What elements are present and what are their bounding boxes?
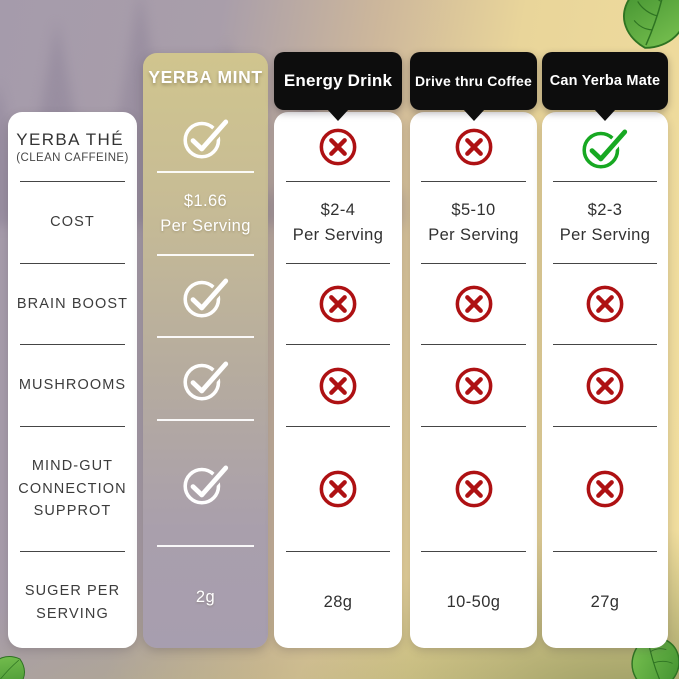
cross-icon xyxy=(579,465,631,513)
column-header-drive-thru-coffee: Drive thru Coffee xyxy=(410,52,537,110)
row-label-cost: COST xyxy=(50,214,95,231)
cross-icon xyxy=(579,280,631,328)
cell-energy-drink-sugar: 28g xyxy=(323,593,353,612)
cell-coffee-brain-boost xyxy=(410,264,537,344)
row-divider xyxy=(553,551,657,552)
cross-icon xyxy=(579,362,631,410)
row-divider xyxy=(19,551,126,552)
cell-energy-drink-mushrooms xyxy=(274,345,402,426)
cell-mate-sugar: 27g xyxy=(590,593,620,612)
column-header-energy-drink: Energy Drink xyxy=(274,52,402,110)
row-labels-column: YERBA THÉ (CLEAN CAFFEINE) COST BRAIN BO… xyxy=(8,112,137,648)
cell-mate-cost: $2-3 Per Serving xyxy=(559,200,651,244)
check-icon xyxy=(180,355,232,403)
column-header-label: Drive thru Coffee xyxy=(415,73,532,89)
cell-yerba-mint-sugar: 2g xyxy=(195,588,216,607)
row-divider xyxy=(156,171,255,173)
cell-energy-drink-cost: $2-4 Per Serving xyxy=(292,200,384,244)
row-divider xyxy=(285,551,391,552)
row-divider xyxy=(156,419,255,421)
cell-mate-brain-boost xyxy=(542,264,668,344)
check-icon xyxy=(180,113,232,161)
row-divider xyxy=(421,426,526,427)
row-label-yerba-the: YERBA THÉ xyxy=(16,129,124,149)
check-icon xyxy=(579,123,631,171)
row-divider xyxy=(285,344,391,345)
cell-yerba-mint-cost: $1.66 Per Serving xyxy=(160,191,251,235)
column-yerba-mint: YERBA MINT $1.66 Per Serving 2g xyxy=(143,53,268,648)
row-divider xyxy=(156,336,255,338)
cell-coffee-cost: $5-10 Per Serving xyxy=(428,200,519,244)
row-divider xyxy=(553,344,657,345)
cell-mate-mushrooms xyxy=(542,345,668,426)
cross-icon xyxy=(312,280,364,328)
column-header-can-yerba-mate: Can Yerba Mate xyxy=(542,52,668,110)
cell-coffee-mushrooms xyxy=(410,345,537,426)
cell-yerba-mint-mind-gut xyxy=(143,421,268,545)
mint-leaf-icon xyxy=(623,0,679,49)
row-divider xyxy=(421,263,526,264)
cell-energy-drink-mind-gut xyxy=(274,427,402,551)
cross-icon xyxy=(448,123,500,171)
row-divider xyxy=(156,545,255,547)
row-divider xyxy=(19,181,126,182)
row-label-product: YERBA THÉ (CLEAN CAFFEINE) xyxy=(8,112,137,181)
row-divider xyxy=(156,254,255,256)
yerba-mint-header: YERBA MINT xyxy=(143,53,268,102)
row-divider xyxy=(19,344,126,345)
column-can-yerba-mate: $2-3 Per Serving 27g xyxy=(542,112,668,648)
column-header-label: Can Yerba Mate xyxy=(549,73,661,89)
cross-icon xyxy=(312,362,364,410)
row-label-mushrooms: MUSHROOMS xyxy=(18,377,127,394)
row-label-clean-caffeine: (CLEAN CAFFEINE) xyxy=(16,151,129,164)
row-divider xyxy=(553,426,657,427)
row-divider xyxy=(19,426,126,427)
row-label-sugar: SUGER PER SERVING xyxy=(24,583,121,622)
row-label-mind-gut: MIND-GUT CONNECTION SUPPROT xyxy=(18,458,127,520)
cell-yerba-mint-brain-boost xyxy=(143,256,268,336)
cell-yerba-mint-mushrooms xyxy=(143,338,268,419)
row-divider xyxy=(553,263,657,264)
cell-coffee-sugar: 10-50g xyxy=(446,593,501,612)
cross-icon xyxy=(312,123,364,171)
cross-icon xyxy=(448,362,500,410)
cell-coffee-mind-gut xyxy=(410,427,537,551)
row-divider xyxy=(553,181,657,182)
row-divider xyxy=(421,181,526,182)
yerba-mint-header-label: YERBA MINT xyxy=(148,67,263,87)
row-divider xyxy=(285,181,391,182)
column-header-label: Energy Drink xyxy=(283,71,393,90)
cross-icon xyxy=(448,280,500,328)
cell-coffee-availability xyxy=(410,112,537,181)
mint-leaf-icon xyxy=(0,656,26,679)
cross-icon xyxy=(448,465,500,513)
row-divider xyxy=(421,551,526,552)
column-energy-drink: $2-4 Per Serving 28g xyxy=(274,112,402,648)
cross-icon xyxy=(312,465,364,513)
row-divider xyxy=(19,263,126,264)
cell-mate-mind-gut xyxy=(542,427,668,551)
column-drive-thru-coffee: $5-10 Per Serving 10-50g xyxy=(410,112,537,648)
cell-yerba-mint-availability xyxy=(143,102,268,171)
check-icon xyxy=(180,459,232,507)
check-icon xyxy=(180,272,232,320)
cell-energy-drink-availability xyxy=(274,112,402,181)
cell-mate-availability xyxy=(542,112,668,181)
cell-energy-drink-brain-boost xyxy=(274,264,402,344)
row-divider xyxy=(421,344,526,345)
row-divider xyxy=(285,426,391,427)
row-label-brain-boost: BRAIN BOOST xyxy=(16,295,129,312)
row-divider xyxy=(285,263,391,264)
